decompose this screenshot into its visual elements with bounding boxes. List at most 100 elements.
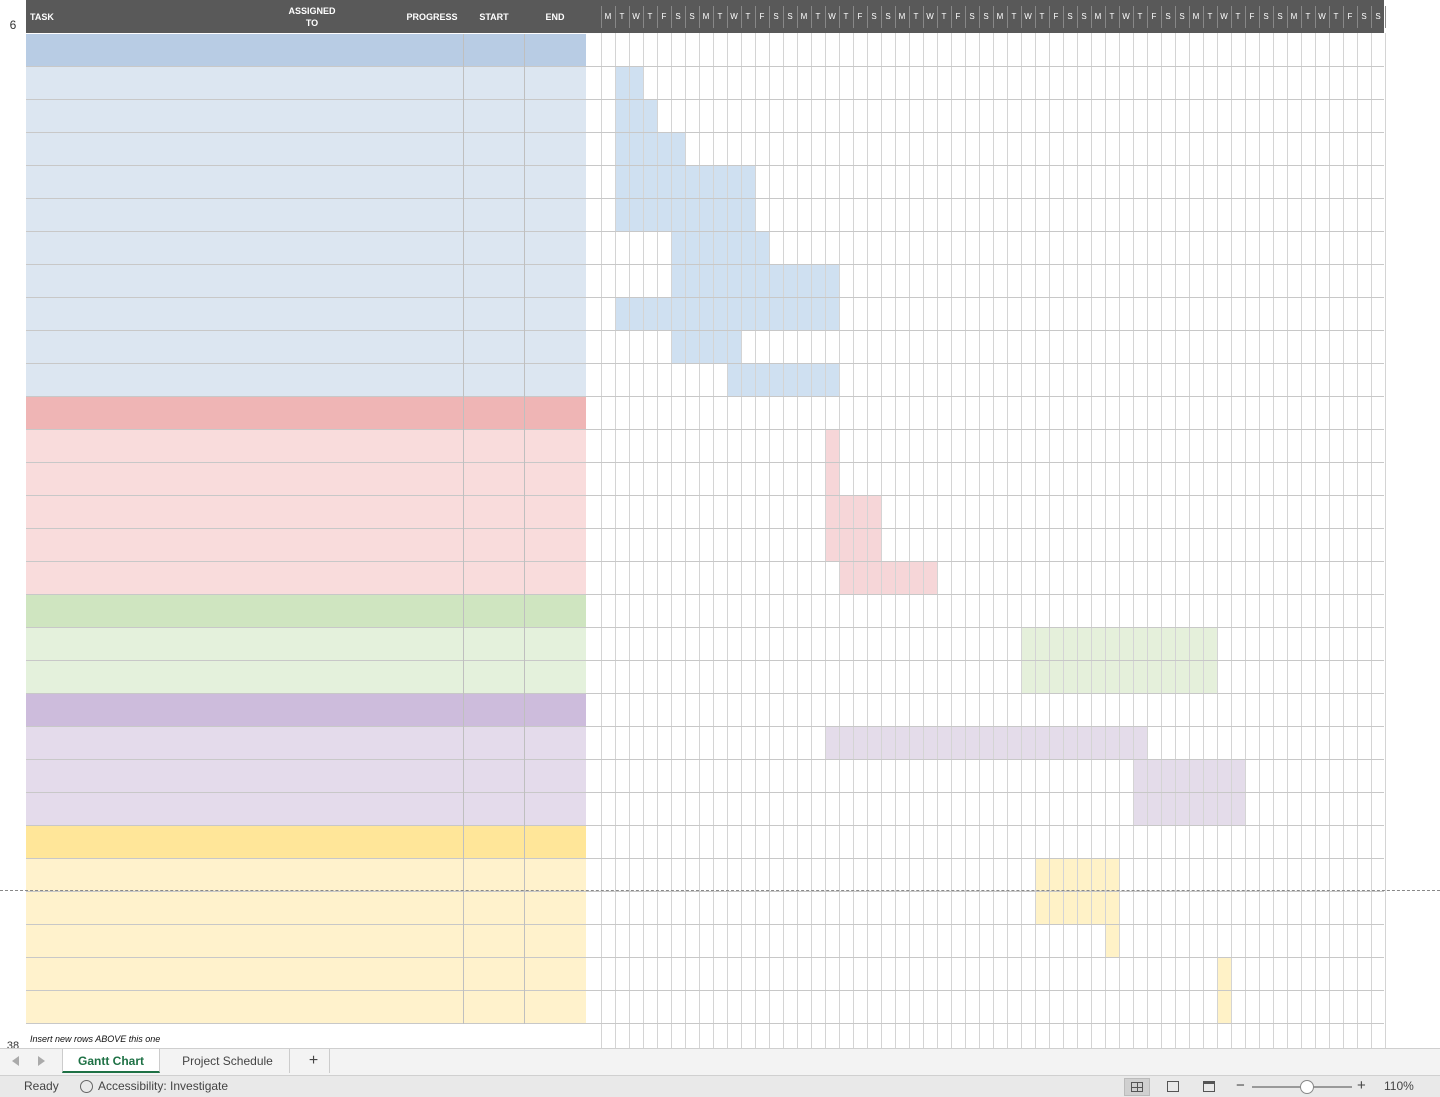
zoom-slider[interactable] xyxy=(1252,1080,1352,1094)
zoom-level[interactable]: 110% xyxy=(1384,1079,1414,1093)
day-letter: W xyxy=(926,12,934,21)
scroll-right-icon[interactable] xyxy=(38,1056,45,1066)
gantt-gridline xyxy=(1049,33,1050,1048)
tab-project-schedule[interactable]: Project Schedule xyxy=(166,1049,290,1073)
day-letter: T xyxy=(1039,12,1045,21)
header-tick xyxy=(1245,6,1246,28)
header-tick xyxy=(1077,6,1078,28)
footer-note: Insert new rows ABOVE this one xyxy=(30,1034,161,1044)
row-divider xyxy=(26,231,1384,232)
gantt-gridline xyxy=(951,33,952,1048)
header-tick xyxy=(1329,6,1330,28)
gantt-gridline xyxy=(1119,33,1120,1048)
row-number: 6 xyxy=(9,18,17,32)
day-letter: T xyxy=(1011,12,1017,21)
day-letter: T xyxy=(1137,12,1143,21)
header-tick xyxy=(1021,6,1022,28)
header-tick xyxy=(951,6,952,28)
task-row-bg xyxy=(26,496,586,528)
day-letter: T xyxy=(1109,12,1115,21)
header-tick xyxy=(811,6,812,28)
header-tick xyxy=(1063,6,1064,28)
zoom-slider-thumb[interactable] xyxy=(1300,1080,1314,1094)
header-tick xyxy=(1007,6,1008,28)
header-tick xyxy=(1133,6,1134,28)
row-divider xyxy=(26,330,1384,331)
day-letter: S xyxy=(871,12,877,21)
col-header-task: TASK xyxy=(30,12,54,22)
page-layout-view-button[interactable] xyxy=(1160,1078,1186,1096)
row-divider xyxy=(26,924,1384,925)
day-letter: S xyxy=(983,12,989,21)
page-break-view-button[interactable] xyxy=(1196,1078,1222,1096)
gantt-gridline xyxy=(769,33,770,1048)
day-letter: T xyxy=(1305,12,1311,21)
gantt-gridline xyxy=(1273,33,1274,1048)
header-tick xyxy=(1301,6,1302,28)
gantt-gridline xyxy=(1189,33,1190,1048)
header-tick xyxy=(671,6,672,28)
day-letter: T xyxy=(1333,12,1339,21)
day-letter: T xyxy=(717,12,723,21)
header-tick xyxy=(1259,6,1260,28)
day-letter: S xyxy=(969,12,975,21)
row-divider xyxy=(26,693,1384,694)
day-letter: M xyxy=(996,12,1004,21)
task-row-bg xyxy=(26,133,586,165)
accessibility-icon[interactable] xyxy=(80,1080,93,1093)
task-row-bg xyxy=(26,628,586,660)
task-row-bg xyxy=(26,793,586,825)
day-letter: S xyxy=(885,12,891,21)
gantt-bar xyxy=(825,430,839,462)
row-divider xyxy=(26,957,1384,958)
header-tick xyxy=(965,6,966,28)
task-row-bg xyxy=(26,892,586,924)
task-row-bg xyxy=(26,364,586,396)
page-break-line xyxy=(0,890,1440,891)
row-divider xyxy=(26,264,1384,265)
day-letter: M xyxy=(1094,12,1102,21)
task-row-bg xyxy=(26,760,586,792)
add-sheet-button[interactable]: + xyxy=(298,1049,330,1073)
gantt-gridline xyxy=(979,33,980,1048)
normal-view-button[interactable] xyxy=(1124,1078,1150,1096)
gantt-gridline xyxy=(615,33,616,1048)
accessibility-status[interactable]: Accessibility: Investigate xyxy=(98,1079,229,1093)
row-divider xyxy=(26,132,1384,133)
day-letter: W xyxy=(1220,12,1228,21)
scroll-left-icon[interactable] xyxy=(12,1056,19,1066)
header-tick xyxy=(727,6,728,28)
day-letter: W xyxy=(1318,12,1326,21)
day-letter: M xyxy=(1192,12,1200,21)
zoom-out-button[interactable]: − xyxy=(1236,1077,1245,1094)
header-tick xyxy=(1315,6,1316,28)
gantt-gridline xyxy=(937,33,938,1048)
task-row-bg xyxy=(26,430,586,462)
day-letter: S xyxy=(675,12,681,21)
gantt-gridline xyxy=(727,33,728,1048)
row-divider xyxy=(26,726,1384,727)
day-letter: W xyxy=(1122,12,1130,21)
gantt-gridline xyxy=(685,33,686,1048)
zoom-in-button[interactable]: + xyxy=(1357,1077,1366,1094)
gantt-gridline xyxy=(909,33,910,1048)
gantt-gridline xyxy=(1245,33,1246,1048)
header-tick xyxy=(1371,6,1372,28)
grid-view-icon xyxy=(1131,1082,1143,1092)
gantt-gridline xyxy=(629,33,630,1048)
sheet-tab-bar: Gantt Chart Project Schedule + xyxy=(0,1048,1440,1075)
status-bar: Ready Accessibility: Investigate − + 110… xyxy=(0,1075,1440,1097)
day-letter: F xyxy=(1151,12,1157,21)
header-tick xyxy=(685,6,686,28)
tab-gantt-chart[interactable]: Gantt Chart xyxy=(62,1049,160,1073)
task-row-bg xyxy=(26,727,586,759)
page-break-icon xyxy=(1203,1081,1215,1092)
gantt-gridline xyxy=(699,33,700,1048)
gantt-gridline xyxy=(1175,33,1176,1048)
gantt-gridline xyxy=(825,33,826,1048)
gantt-gridline xyxy=(853,33,854,1048)
day-letter: S xyxy=(1165,12,1171,21)
gantt-gridline xyxy=(867,33,868,1048)
milestone-header xyxy=(26,397,586,429)
